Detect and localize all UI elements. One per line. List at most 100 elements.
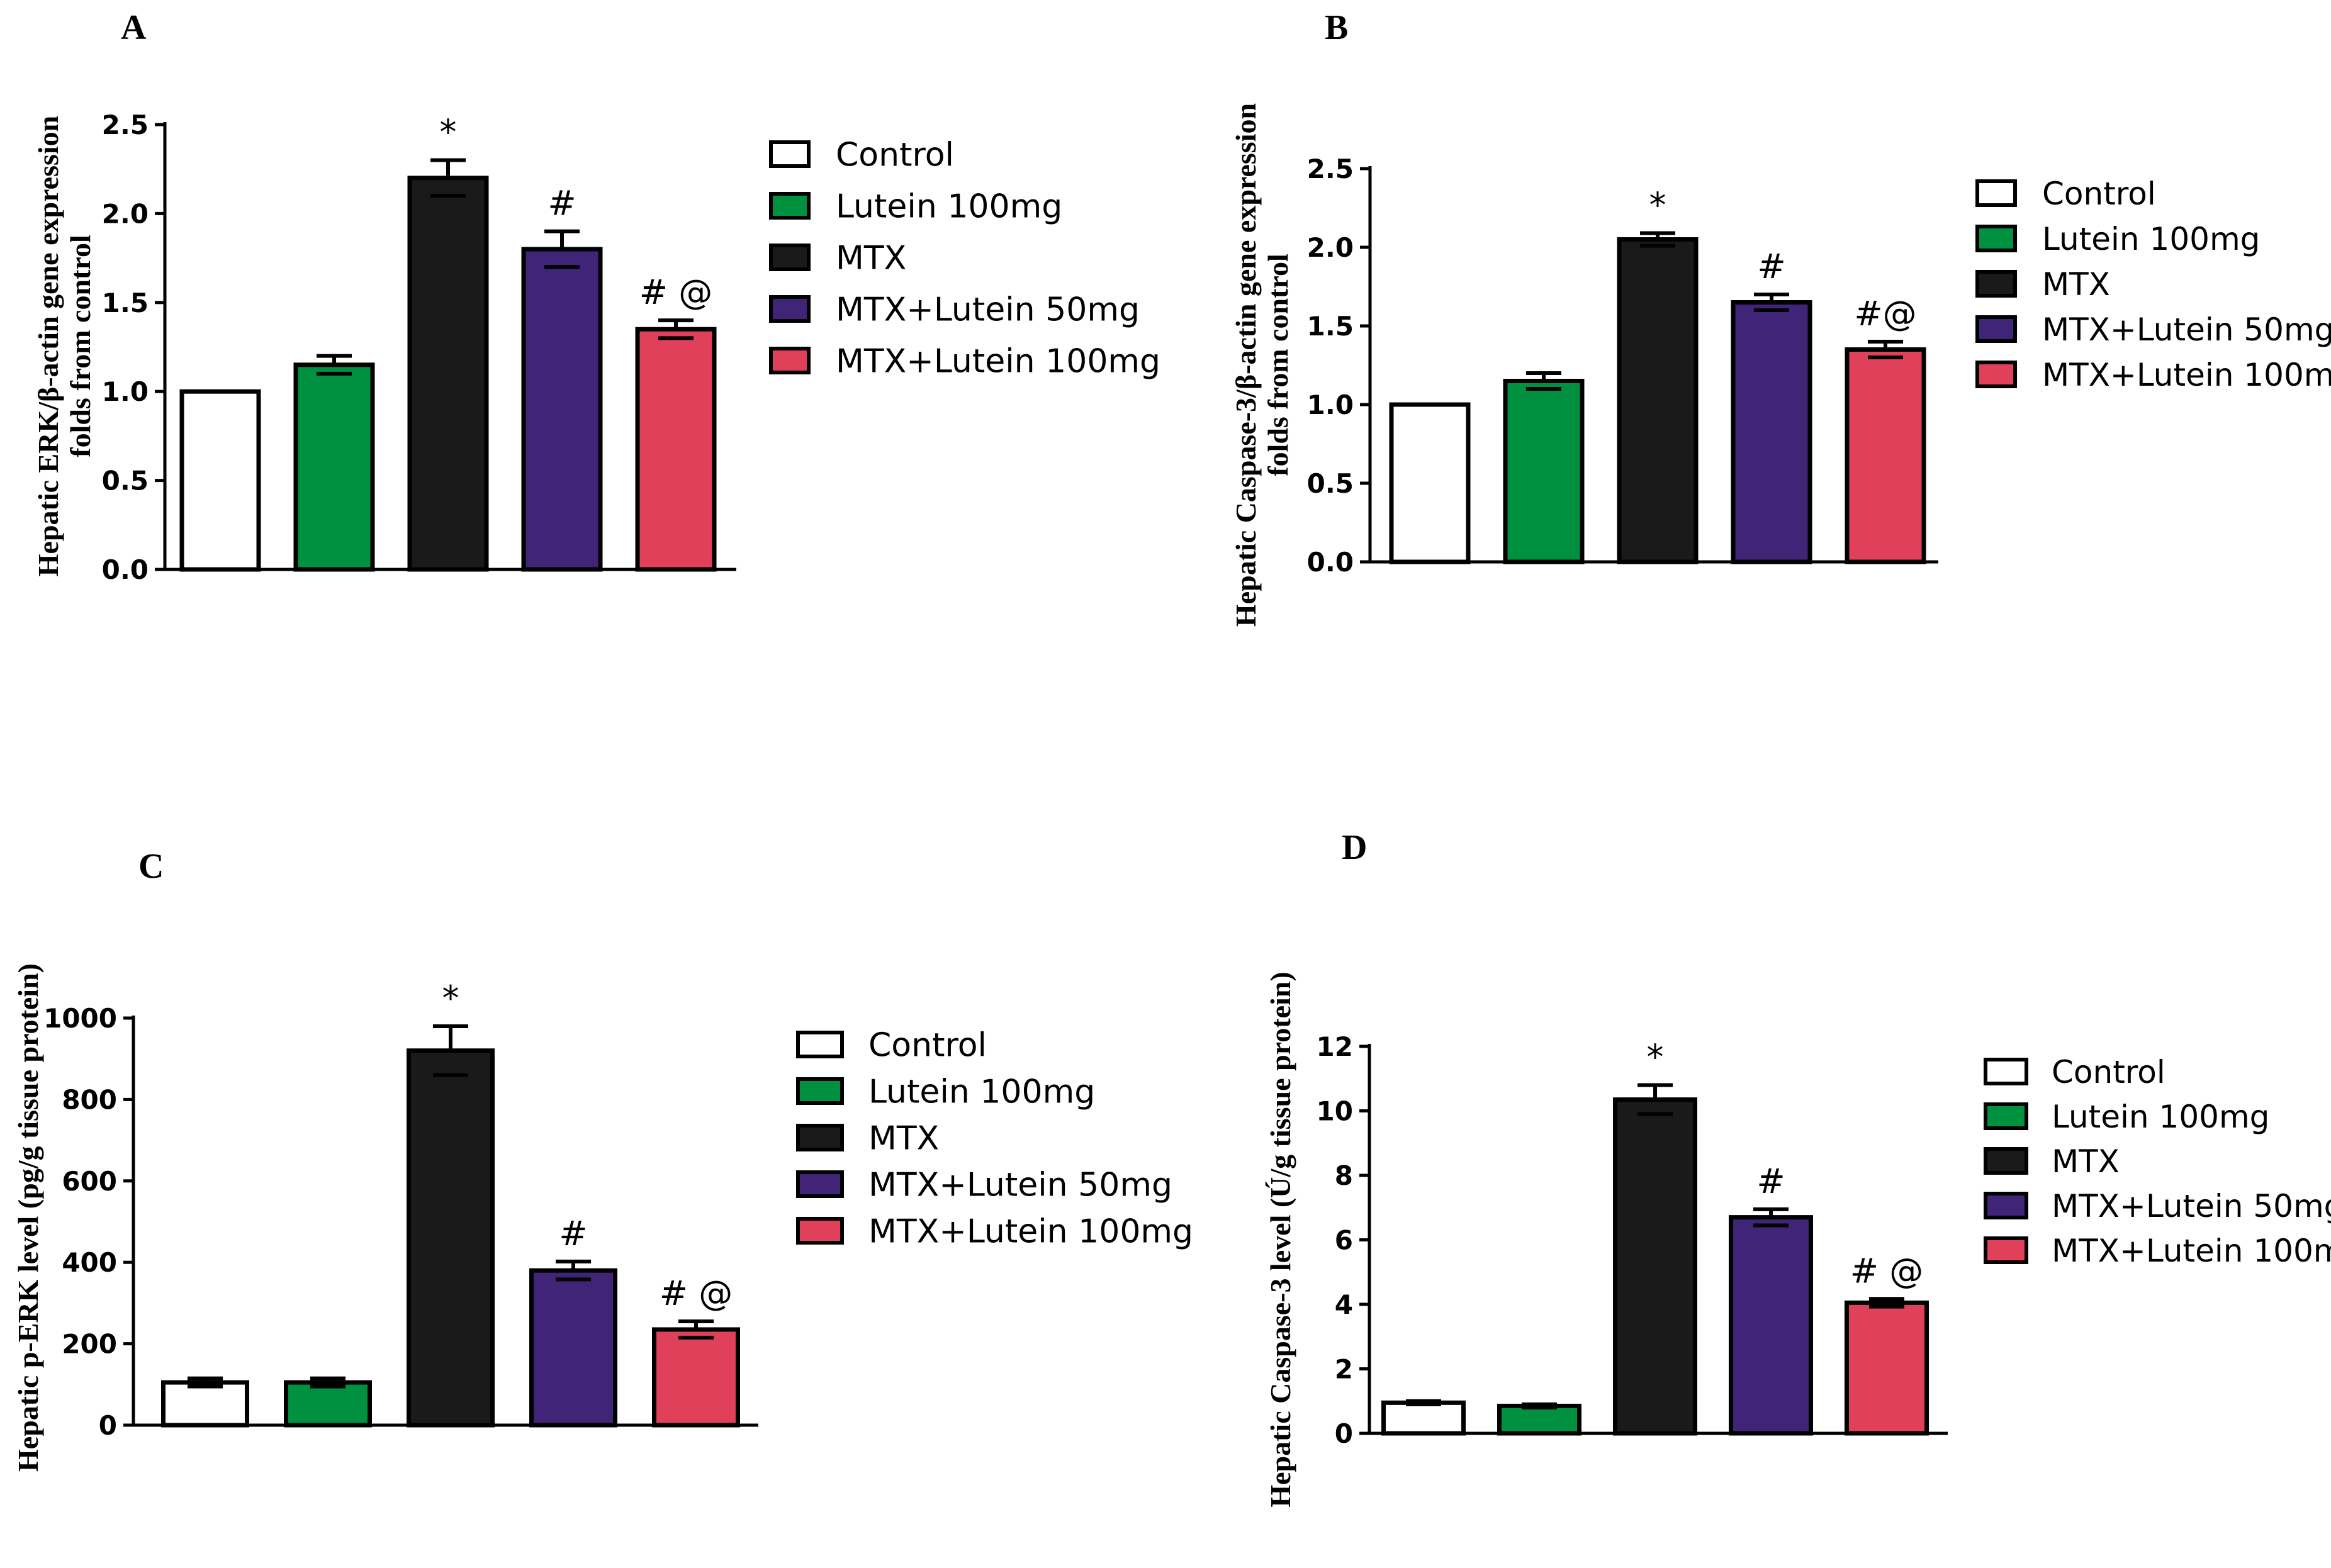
bar	[1613, 1097, 1697, 1436]
y-axis-label-line2: folds from control	[1262, 254, 1294, 476]
panel-letter: C	[138, 847, 164, 886]
y-tick-label: 1.0	[1307, 389, 1354, 420]
chart-panel-a: A Hepatic ERK/β-actin gene expression fold…	[32, 8, 1160, 585]
legend-swatch	[796, 1077, 844, 1105]
y-tick-label: 6	[1335, 1225, 1353, 1256]
legend-swatch	[1975, 179, 2017, 207]
bar	[652, 1327, 740, 1428]
y-axis-label-line2: folds from control	[64, 235, 96, 457]
significance-label: #	[559, 1214, 587, 1253]
legend-swatch	[1984, 1147, 2028, 1175]
bar	[407, 176, 489, 572]
legend-label: MTX	[868, 1120, 939, 1158]
significance-label: *	[440, 113, 457, 152]
y-tick-label: 1.0	[102, 376, 149, 407]
legend-label: Lutein 100mg	[2042, 221, 2260, 257]
y-tick-label: 2.5	[102, 109, 149, 140]
bar	[529, 1268, 617, 1428]
bar	[1381, 1400, 1466, 1436]
y-tick-label: 0.0	[102, 554, 149, 585]
y-axis-label: Hepatic Caspase-3/β-actin gene expressio…	[1230, 103, 1262, 627]
panel-letter: B	[1325, 8, 1348, 47]
bar	[1845, 1300, 1929, 1436]
legend-label: MTX+Lutein 50mg	[2052, 1188, 2331, 1224]
legend-swatch	[1984, 1236, 2028, 1264]
legend-label: Control	[868, 1027, 987, 1065]
y-axis-label: Hepatic Caspase-3 level (Ú/g tissue prot…	[1264, 972, 1296, 1507]
legend-label: Control	[2042, 176, 2156, 212]
legend-swatch	[769, 347, 811, 374]
legend-swatch	[769, 244, 811, 271]
y-tick-label: 0	[1335, 1418, 1353, 1449]
bar	[407, 1048, 495, 1428]
legend-swatch	[796, 1217, 844, 1245]
legend-swatch	[769, 140, 811, 168]
panel-letter: A	[121, 8, 147, 47]
significance-label: #	[548, 184, 576, 223]
legend-swatch	[1975, 225, 2017, 252]
significance-label: #@	[1854, 294, 1916, 333]
y-tick-label: 2.0	[102, 198, 149, 229]
legend-swatch	[1975, 361, 2017, 388]
y-tick-label: 2.5	[1307, 154, 1354, 184]
significance-label: *	[1649, 186, 1666, 225]
panel-letter: D	[1342, 828, 1367, 867]
y-tick-label: 2.0	[1307, 232, 1354, 263]
legend-label: MTX+Lutein 100mg	[2042, 357, 2331, 393]
legend-label: MTX	[2042, 266, 2110, 303]
y-tick-label: 10	[1317, 1096, 1353, 1127]
legend-swatch	[1984, 1058, 2028, 1085]
legend-label: Lutein 100mg	[836, 188, 1062, 226]
legend-swatch	[796, 1124, 844, 1151]
chart-panel-c: C Hepatic p-ERK level (pg/g tissue protei…	[12, 847, 1193, 1472]
legend-swatch	[796, 1031, 844, 1058]
legend-label: MTX+Lutein 50mg	[836, 291, 1140, 329]
bar	[1497, 1403, 1581, 1436]
y-tick-label: 2	[1335, 1354, 1353, 1385]
y-axis-label: Hepatic ERK/β-actin gene expression	[32, 116, 64, 577]
significance-label: *	[442, 978, 459, 1018]
legend-label: MTX	[836, 240, 906, 277]
bar	[179, 389, 261, 572]
y-axis-label: Hepatic p-ERK level (pg/g tissue protein…	[12, 963, 44, 1472]
legend-swatch	[1984, 1102, 2028, 1130]
bar	[293, 362, 375, 572]
legend-label: Control	[836, 137, 954, 174]
significance-label: *	[1647, 1038, 1664, 1077]
legend-label: MTX+Lutein 100mg	[836, 343, 1160, 381]
legend-swatch	[1984, 1192, 2028, 1219]
legend-label: MTX	[2052, 1143, 2120, 1180]
bar	[284, 1380, 372, 1428]
legend-label: MTX+Lutein 100mg	[2052, 1233, 2331, 1269]
y-tick-label: 0.5	[102, 466, 149, 496]
bar	[1503, 379, 1585, 564]
legend-label: MTX+Lutein 50mg	[2042, 311, 2331, 348]
y-tick-label: 0.5	[1307, 468, 1354, 499]
bar	[1729, 1215, 1813, 1436]
y-tick-label: 0.0	[1307, 547, 1354, 578]
significance-label: # @	[1850, 1251, 1923, 1291]
significance-label: # @	[660, 1274, 733, 1313]
legend-label: Lutein 100mg	[2052, 1099, 2269, 1135]
y-tick-label: 400	[62, 1247, 117, 1278]
bar	[1845, 347, 1926, 564]
significance-label: # @	[639, 272, 712, 312]
legend-label: MTX+Lutein 50mg	[868, 1167, 1172, 1204]
y-tick-label: 1.5	[1307, 311, 1354, 342]
bar	[521, 247, 603, 572]
y-tick-label: 1.5	[102, 288, 149, 318]
y-tick-label: 4	[1335, 1289, 1353, 1320]
legend-label: Lutein 100mg	[868, 1073, 1095, 1111]
bar	[1389, 402, 1471, 564]
legend-label: Control	[2052, 1054, 2165, 1090]
bar	[635, 327, 717, 572]
y-tick-label: 8	[1335, 1160, 1353, 1191]
bar	[161, 1380, 249, 1428]
legend-swatch	[769, 192, 811, 220]
chart-panel-d: D Hepatic Caspase-3 level (Ú/g tissue pro…	[1264, 828, 2331, 1508]
y-tick-label: 600	[62, 1166, 117, 1197]
legend-swatch	[769, 295, 811, 323]
legend-swatch	[1975, 270, 2017, 298]
legend-swatch	[796, 1170, 844, 1198]
